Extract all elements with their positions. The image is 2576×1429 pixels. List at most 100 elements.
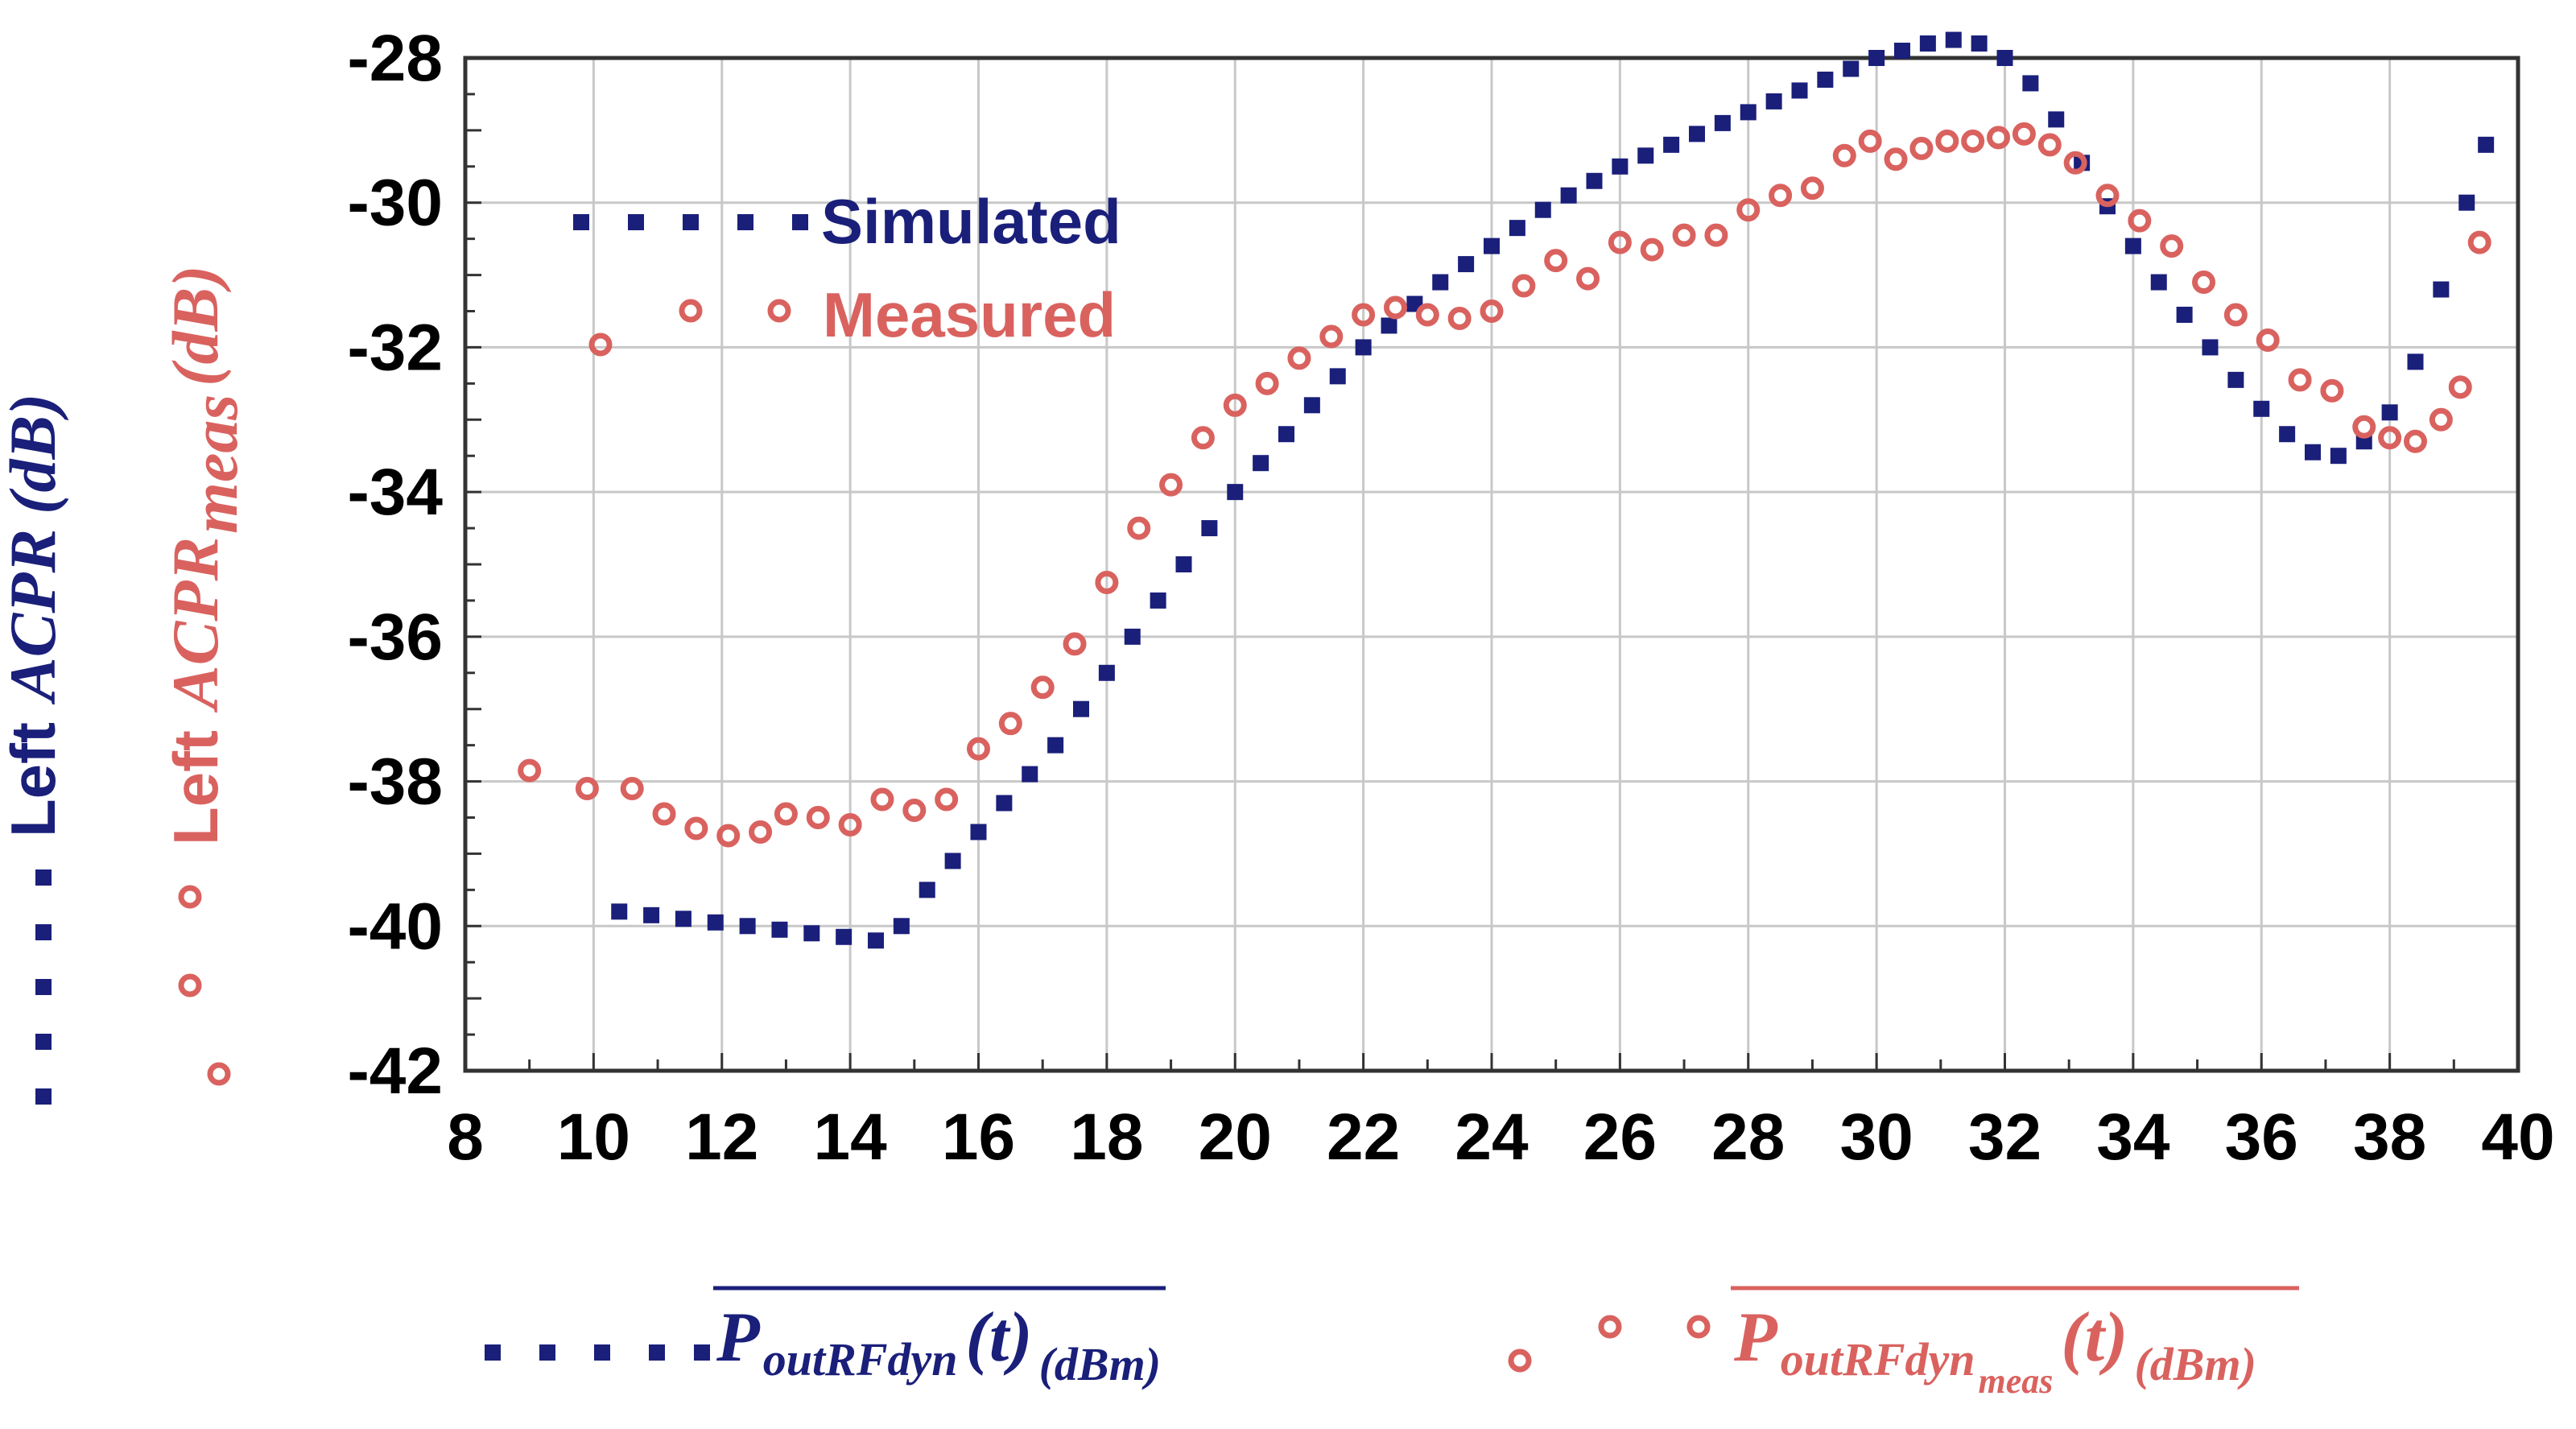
point-measured	[1127, 516, 1151, 540]
point-measured	[1544, 249, 1568, 273]
legend-simulated-label: Simulated	[821, 186, 1121, 257]
y-label-simulated-marker	[35, 869, 52, 1105]
point-measured	[1935, 129, 1959, 153]
y-label-marker-simulated	[35, 979, 52, 995]
x-label-sim-sub: outRFdyn	[763, 1333, 958, 1386]
point-measured	[1352, 303, 1376, 327]
x-tick-labels: 8 10 12 14 16 18 20 22 24 26 28 30 32 34 36 38 40	[447, 1101, 2554, 1174]
x-axis-label-simulated: P outRFdyn (t) (dBm)	[485, 1286, 1166, 1390]
point-measured	[1512, 274, 1536, 298]
point-simulated	[1740, 104, 1757, 121]
point-simulated	[1175, 556, 1192, 572]
x-tick-label: 30	[1840, 1101, 1913, 1174]
y-label-sim-unit: (dB)	[0, 394, 69, 514]
y-label-meas-prefix: Left	[160, 730, 231, 845]
point-measured	[2223, 303, 2248, 327]
y-label-sim-prefix: Left	[0, 722, 68, 837]
point-simulated	[2279, 426, 2296, 443]
point-measured	[1884, 147, 1908, 171]
point-measured	[1608, 230, 1632, 254]
point-simulated	[919, 882, 935, 898]
point-simulated	[1919, 35, 1936, 52]
grid	[463, 56, 2520, 1073]
x-label-marker-simulated	[694, 1344, 710, 1361]
point-simulated	[836, 928, 852, 945]
point-measured	[1415, 303, 1439, 327]
point-measured	[2037, 133, 2062, 157]
point-measured	[1095, 570, 1119, 594]
point-measured	[1319, 324, 1344, 349]
legend-measured-marker	[588, 299, 791, 357]
point-simulated	[1817, 71, 1834, 88]
x-tick-label: 14	[814, 1101, 888, 1174]
x-label-marker-simulated	[649, 1344, 665, 1361]
point-measured	[806, 806, 830, 829]
x-tick-label: 36	[2225, 1101, 2298, 1174]
point-measured	[1987, 126, 2011, 150]
point-measured	[575, 777, 599, 801]
x-tick-label: 32	[1968, 1101, 2041, 1174]
x-tick-label: 18	[1070, 1101, 1143, 1174]
legend-measured-label: Measured	[823, 279, 1116, 350]
point-simulated	[1098, 664, 1115, 681]
x-label-sim-unit: (dBm)	[1039, 1338, 1161, 1390]
y-axis-label-measured: Left ACPR meas (dB)	[159, 265, 251, 845]
y-label-meas-unit: (dB)	[159, 265, 232, 386]
y-tick-label: -30	[347, 167, 443, 240]
point-measured	[652, 802, 676, 826]
point-simulated	[2150, 274, 2167, 291]
point-measured	[1832, 143, 1856, 167]
point-simulated	[1843, 60, 1860, 77]
y-tick-label: -28	[347, 22, 443, 95]
y-tick-label: -38	[347, 745, 443, 819]
legend-marker-measured	[679, 299, 703, 323]
point-simulated	[2433, 281, 2450, 298]
legend-marker-measured	[588, 332, 613, 357]
point-simulated	[2124, 237, 2141, 254]
point-measured	[2256, 328, 2280, 352]
point-simulated	[1355, 339, 1372, 356]
point-simulated	[1663, 136, 1680, 153]
point-measured	[1576, 266, 1600, 291]
point-measured	[2128, 209, 2152, 233]
point-simulated	[1047, 737, 1064, 754]
point-measured	[1063, 632, 1087, 656]
point-simulated	[1586, 172, 1603, 189]
point-measured	[1480, 299, 1504, 323]
x-tick-label: 16	[942, 1101, 1015, 1174]
point-simulated	[707, 914, 724, 931]
legend-marker-simulated	[792, 214, 808, 230]
x-tick-label: 28	[1711, 1101, 1785, 1174]
y-tick-label: -42	[347, 1035, 443, 1108]
point-measured	[902, 799, 927, 823]
point-measured	[1909, 136, 1934, 160]
point-simulated	[1996, 50, 2013, 66]
point-simulated	[643, 907, 660, 923]
x-label-measured-marker	[1508, 1315, 1711, 1373]
x-label-marker-simulated	[485, 1344, 501, 1361]
point-measured	[1287, 346, 1311, 370]
x-label-marker-measured	[1508, 1348, 1532, 1373]
point-measured	[1800, 176, 1824, 200]
point-measured	[967, 737, 990, 761]
y-label-marker-simulated	[35, 924, 52, 940]
x-tick-label: 40	[2481, 1101, 2554, 1174]
point-measured	[1191, 426, 1215, 450]
point-simulated	[1560, 187, 1577, 204]
point-simulated	[1791, 82, 1808, 99]
y-label-marker-simulated	[35, 869, 52, 886]
point-measured	[2095, 184, 2120, 208]
point-simulated	[1329, 368, 1346, 385]
x-label-meas-subsub: meas	[1979, 1361, 2054, 1401]
point-simulated	[944, 853, 961, 869]
point-simulated	[1945, 31, 1962, 48]
point-measured	[2429, 407, 2453, 432]
x-label-meas-sub: outRFdyn	[1781, 1333, 1975, 1386]
point-simulated	[1124, 628, 1141, 645]
point-measured	[935, 787, 959, 812]
point-measured	[870, 787, 894, 812]
x-label-meas-t: (t)	[2061, 1299, 2128, 1377]
point-simulated	[1022, 766, 1038, 783]
svg-text:P outRFdyn meas: P outRFdyn meas (t) (dBm)	[1733, 1299, 2256, 1401]
point-measured	[2288, 368, 2312, 392]
